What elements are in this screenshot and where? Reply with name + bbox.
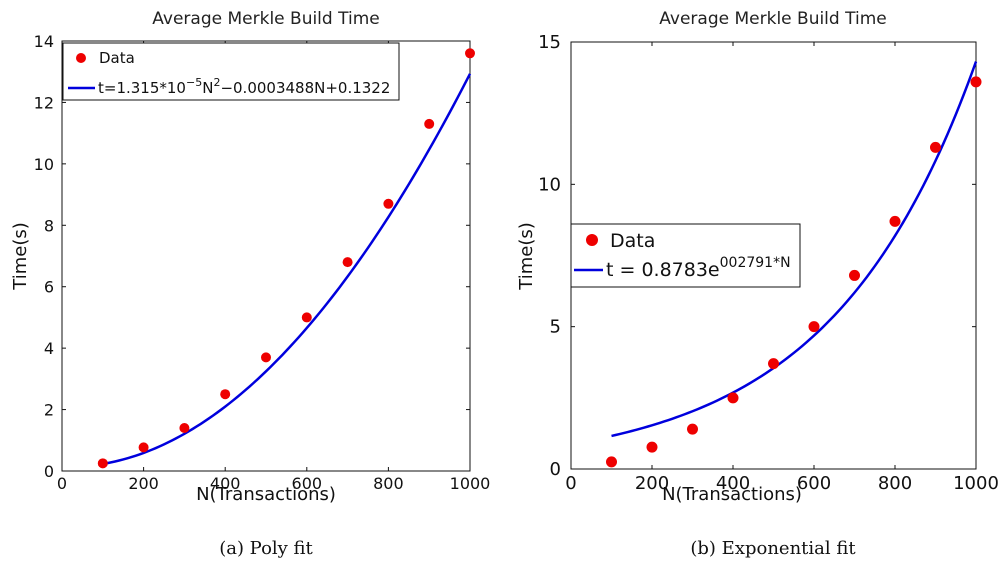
y-axis: 0 2 4 6 8 10 12 14 [34,32,470,481]
y-axis-label: Time(s) [10,222,31,290]
plot-frame [61,40,471,472]
legend-marker-data [76,53,86,63]
data-point [889,215,901,227]
y-ticks: 0 5 10 15 [538,32,976,480]
x-tick-label: 600 [797,473,831,494]
x-ticks: 0 200 400 600 800 1000 [57,41,490,493]
y-tick-label: 14 [34,32,54,51]
legend: Data t = 0.8783e002791*N [570,223,801,288]
data-point [383,198,394,209]
data-point [179,423,190,433]
data-point [301,312,312,323]
data-point [646,441,658,453]
y-tick-label: 2 [44,401,54,420]
x-tick-label: 400 [716,473,750,494]
y-tick-label: 5 [550,317,561,338]
chart-title: Average Merkle Build Time [152,9,379,29]
data-point [138,442,149,453]
data-point [768,358,779,370]
x-tick-label: 200 [635,473,669,494]
y-tick-label: 8 [44,216,54,235]
x-tick-label: 1000 [450,474,491,493]
data-point [849,269,860,281]
legend-box [570,223,801,288]
y-tick-label: 12 [34,93,54,112]
data-point [687,423,698,435]
y-axis-label: Time(s) [516,222,537,290]
y-tick-label: 15 [538,32,561,53]
data-point [970,76,982,88]
y-tick-label: 10 [34,155,54,174]
fit-label-exponent: −5 [186,76,202,89]
y-tick-label: 6 [44,278,54,297]
x-tick-label: 800 [878,473,912,494]
subfigure-caption: (a) Poly fit [219,538,313,559]
x-tick-label: 200 [128,474,159,493]
y-ticks: 0 2 4 6 8 10 12 14 [34,32,470,481]
legend-label-fit: t=1.315*10−5N2−0.0003488N+0.1322 [98,76,390,97]
legend-label-data: Data [610,230,655,252]
x-tick-label: 800 [373,474,404,493]
data-point [465,48,475,59]
data-points [606,76,982,468]
data-point [808,321,820,333]
x-ticks: 0 200 400 600 800 1000 [565,42,999,494]
y-tick-label: 0 [550,459,561,480]
legend-box [62,42,400,101]
legend: Data t=1.315*10−5N2−0.0003488N+0.1322 [62,42,400,101]
fit-label-part: t=1.315*10 [98,79,186,97]
fit-label-exponent: 2 [213,76,220,89]
fit-label-part: N [202,79,213,97]
x-tick-label: 0 [565,473,576,494]
legend-label-data: Data [99,49,135,67]
fit-curve [102,73,472,466]
data-point [727,392,739,404]
chart-exponential-fit: Average Merkle Build Time 0 200 400 600 800 1… [516,9,999,559]
legend-marker-data [586,234,598,246]
fit-curve-series [611,61,978,438]
data-point [930,141,941,153]
x-axis-label: N(Transactions) [662,484,802,505]
data-point [424,118,435,129]
x-tick-label: 600 [292,474,323,493]
x-tick-label: 400 [210,474,241,493]
data-point [220,389,231,400]
fit-label-part: t = 0.8783e [606,259,720,281]
data-point [606,456,617,468]
data-point [261,352,271,363]
data-point [97,458,108,469]
y-tick-label: 10 [538,174,561,195]
x-tick-label: 1000 [953,473,999,494]
y-tick-label: 4 [44,339,54,358]
data-point [342,257,353,268]
legend-label-fit: t = 0.8783e002791*N [606,255,791,281]
fit-label-exponent: 002791*N [720,255,791,271]
x-axis-label: N(Transactions) [196,484,336,505]
chart-title: Average Merkle Build Time [659,9,886,29]
fit-curve [611,61,978,438]
x-axis: 0 200 400 600 800 1000 [57,41,490,493]
y-tick-label: 0 [44,462,54,481]
fit-label-part: −0.0003488N+0.1322 [220,79,390,97]
y-axis: 0 5 10 15 [538,32,976,480]
data-points [97,48,475,469]
x-tick-label: 0 [57,474,67,493]
chart-poly-fit: Average Merkle Build Time 0 200 400 600 800 1… [10,9,490,559]
fit-curve-series [102,73,472,466]
x-axis: 0 200 400 600 800 1000 [565,42,999,494]
subfigure-caption: (b) Exponential fit [690,538,856,559]
